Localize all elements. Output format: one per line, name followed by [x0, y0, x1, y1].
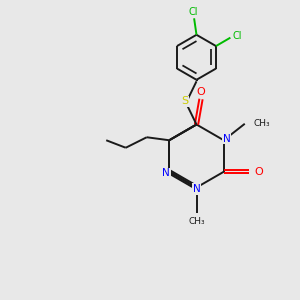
- Text: N: N: [223, 134, 231, 144]
- Text: CH₃: CH₃: [253, 119, 270, 128]
- Text: O: O: [196, 86, 206, 97]
- Text: CH₃: CH₃: [188, 217, 205, 226]
- Text: O: O: [254, 167, 263, 177]
- Text: Cl: Cl: [232, 31, 242, 41]
- Text: Cl: Cl: [189, 7, 198, 17]
- Text: N: N: [193, 184, 200, 194]
- Text: N: N: [162, 168, 170, 178]
- Text: S: S: [181, 96, 188, 106]
